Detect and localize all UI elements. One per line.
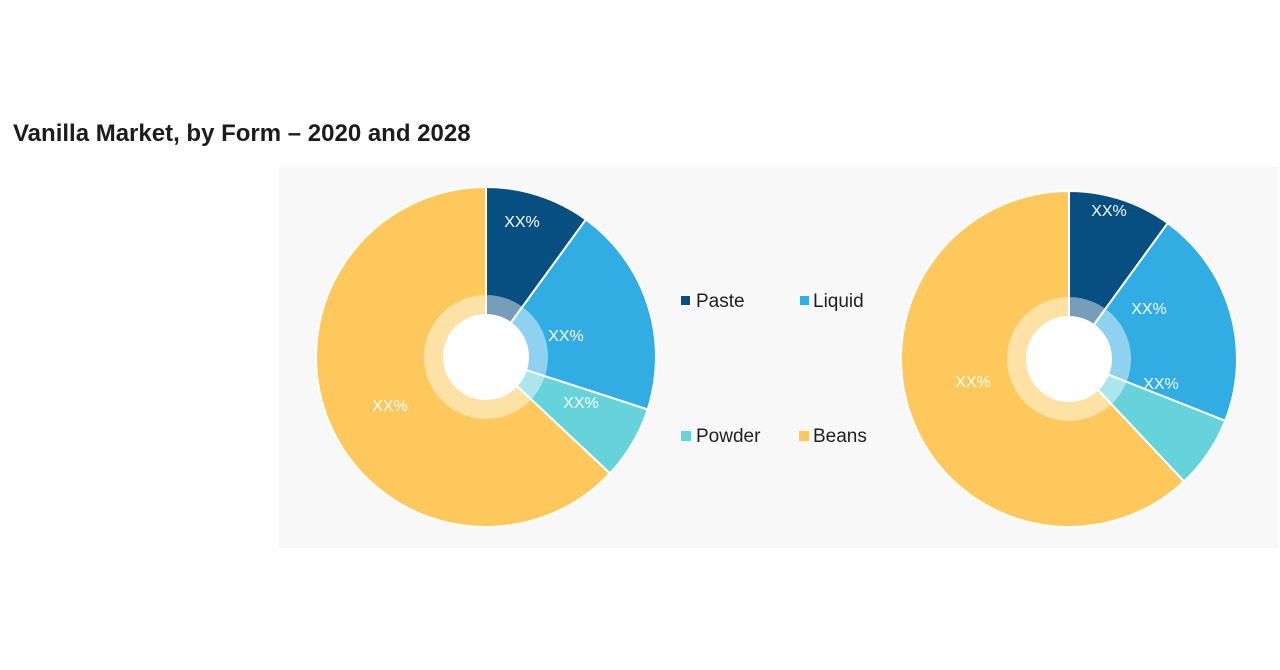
data-label-powder-2020: XX%: [563, 395, 599, 412]
data-label-paste-2020: XX%: [504, 214, 540, 231]
legend-swatch-paste: [681, 296, 690, 305]
pie-charts-svg: XX% XX% XX% XX% XX% XX% XX% XX% Paste Liquid P…: [315, 185, 1238, 528]
legend-item-paste: Paste: [681, 291, 745, 312]
data-label-beans-2028: XX%: [955, 374, 991, 391]
legend-label-beans: Beans: [813, 426, 867, 447]
legend-swatch-powder: [681, 431, 691, 441]
slice-paste-2028: [1068, 189, 1170, 363]
legend-label-liquid: Liquid: [813, 291, 864, 312]
legend-item-liquid: Liquid: [800, 291, 864, 312]
slice-liquid-2028: [1067, 221, 1238, 423]
legend-item-beans: Beans: [799, 426, 867, 447]
pie-chart-2028: XX% XX% XX% XX%: [900, 189, 1238, 528]
legend-label-paste: Paste: [696, 291, 745, 312]
chart-panel: XX% XX% XX% XX% XX% XX% XX% XX% Paste Liquid P…: [279, 167, 1278, 548]
legend-label-powder: Powder: [696, 426, 761, 447]
donut-hole-2020: [443, 314, 529, 400]
data-label-liquid-2020: XX%: [548, 328, 584, 345]
page-title: Vanilla Market, by Form – 2020 and 2028: [13, 120, 471, 147]
data-label-paste-2028: XX%: [1091, 203, 1127, 220]
slice-paste-2020: [485, 185, 588, 361]
data-label-powder-2028: XX%: [1143, 376, 1179, 393]
pie-chart-2020: XX% XX% XX% XX%: [315, 185, 657, 528]
legend-swatch-liquid: [800, 296, 809, 305]
donut-hole-2028: [1026, 316, 1112, 402]
legend-item-powder: Powder: [681, 426, 761, 447]
legend: Paste Liquid Powder Beans: [681, 291, 867, 447]
legend-swatch-beans: [799, 431, 809, 441]
data-label-liquid-2028: XX%: [1131, 301, 1167, 318]
data-label-beans-2020: XX%: [372, 398, 408, 415]
